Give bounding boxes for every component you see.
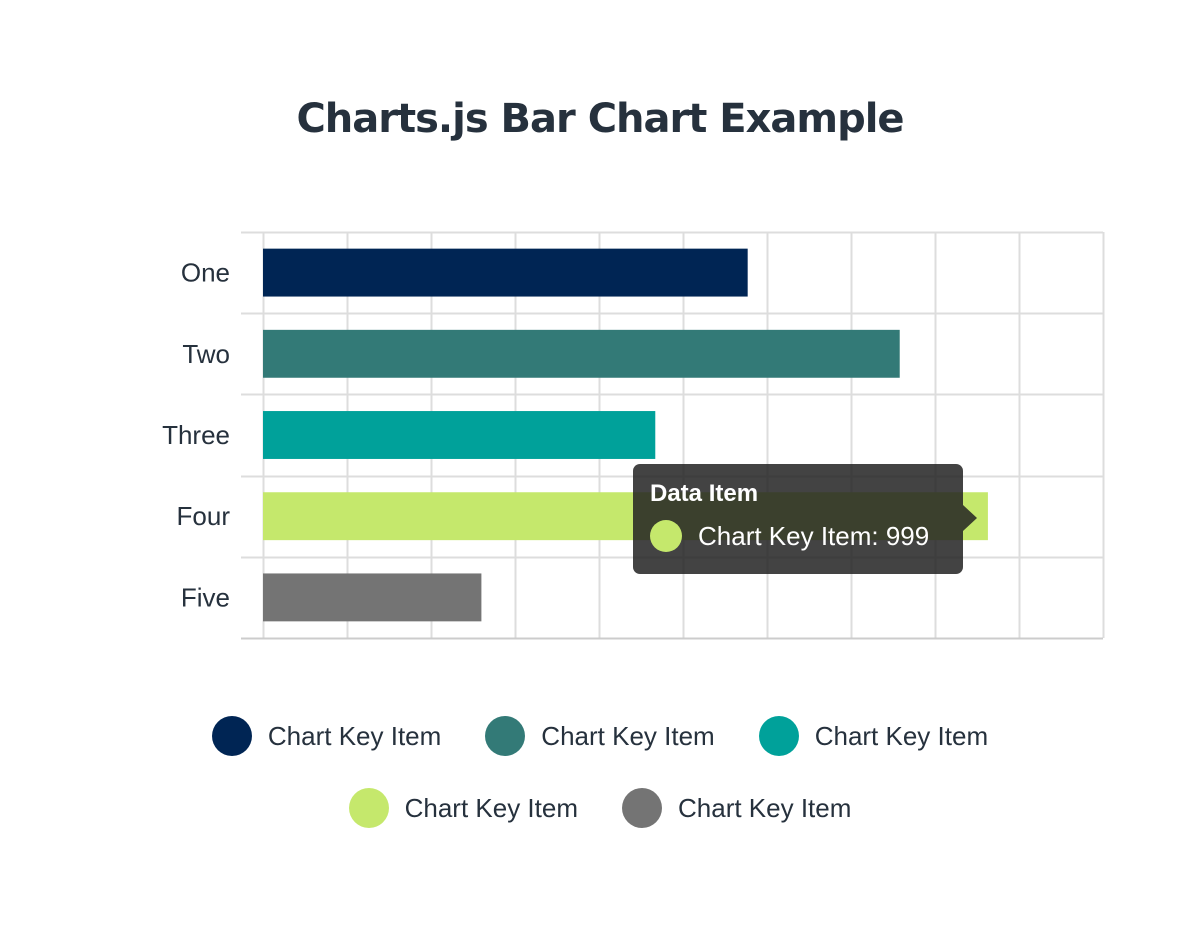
tooltip-arrow <box>963 505 977 531</box>
bar-one <box>263 248 748 297</box>
legend-label-4: Chart Key Item <box>404 792 578 823</box>
legend-item-4[interactable]: Chart Key Item <box>348 788 578 828</box>
tooltip-label: Chart Key Item: 999 <box>698 520 930 551</box>
tooltip: Data Item Chart Key Item: 999 <box>633 464 963 574</box>
legend-item-1[interactable]: Chart Key Item <box>211 716 442 756</box>
bars <box>263 248 988 622</box>
legend-item-5[interactable]: Chart Key Item <box>622 788 851 828</box>
bar-two <box>263 329 900 378</box>
legend-label-1: Chart Key Item <box>267 720 442 751</box>
tooltip-body: Chart Key Item: 999 <box>650 520 946 552</box>
legend-label-3: Chart Key Item <box>814 720 989 751</box>
bar-three <box>263 411 656 459</box>
legend-row-2: Chart Key Item Chart Key Item <box>0 772 1200 844</box>
legend-label-5: Chart Key Item <box>678 792 852 823</box>
legend-row-1: Chart Key Item Chart Key Item Chart Key … <box>0 700 1200 772</box>
legend-swatch-5 <box>622 788 662 828</box>
legend-label-2: Chart Key Item <box>541 720 715 751</box>
legend-item-2[interactable]: Chart Key Item <box>485 716 715 756</box>
legend-swatch-3 <box>758 716 799 756</box>
legend-swatch-2 <box>485 716 526 756</box>
legend: Chart Key Item Chart Key Item Chart Key … <box>0 700 1200 844</box>
category-label-two: Two <box>182 339 230 369</box>
bar-five <box>263 573 482 622</box>
tooltip-title: Data Item <box>650 480 759 507</box>
legend-swatch-1 <box>211 716 252 756</box>
tooltip-swatch <box>650 520 682 552</box>
category-label-three: Three <box>162 420 230 450</box>
legend-item-3[interactable]: Chart Key Item <box>758 716 989 756</box>
category-label-five: Five <box>181 582 230 612</box>
legend-swatch-4 <box>348 788 389 828</box>
category-labels: One Two Three Four Five <box>162 258 230 613</box>
category-label-four: Four <box>177 501 231 531</box>
chart-title: Charts.js Bar Chart Example <box>296 96 904 142</box>
category-label-one: One <box>181 258 230 288</box>
